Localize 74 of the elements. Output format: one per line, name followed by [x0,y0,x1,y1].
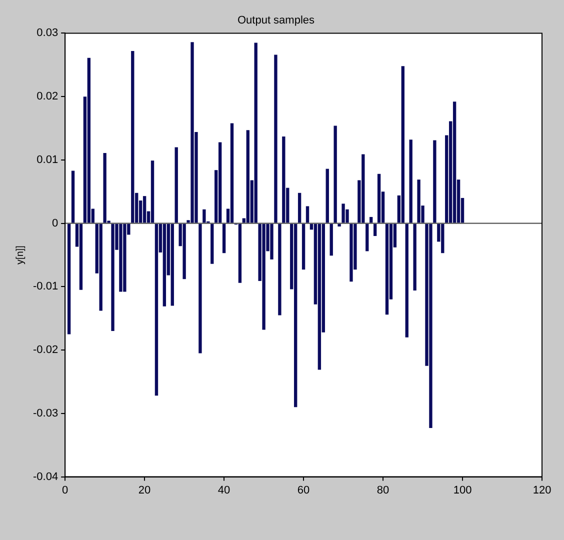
bar [294,224,298,408]
bar [222,224,226,254]
bar [274,54,278,223]
bar [429,224,432,428]
bar [342,204,345,223]
bar [103,152,106,223]
bar [162,224,166,306]
bar [67,224,71,334]
y-tick-label: -0.02 [32,344,58,356]
bar [119,224,122,292]
bar [350,224,353,282]
bar [182,224,186,280]
bar [131,50,134,223]
x-tick-label: 20 [138,484,151,496]
x-tick-label: 40 [218,484,230,496]
bar [452,102,456,223]
bar [373,224,377,236]
bar [87,58,91,223]
bar [385,224,389,315]
bar [377,174,381,223]
bar [71,170,75,223]
bar [417,180,420,223]
bar [326,168,329,223]
bar [366,224,369,252]
y-tick-label: 0 [52,217,58,230]
bar [405,224,408,338]
bar [278,224,282,316]
bar [318,224,322,370]
bar [282,136,286,223]
x-tick-label: 0 [62,484,68,496]
y-tick-label: -0.03 [32,407,58,420]
bar [79,224,83,290]
y-axis-title: y[n]] [14,245,26,264]
bar [338,224,341,226]
bar [270,224,274,260]
bar [174,147,178,223]
bar [254,42,258,223]
x-tick-label: 80 [376,484,390,496]
bar [441,224,444,254]
bar [362,154,365,223]
bar [142,196,146,223]
x-tick-label: 60 [297,484,310,496]
y-tick-label: -0.04 [32,470,58,483]
bar [306,206,310,223]
chart-title: Output samples [237,14,316,27]
y-tick-label: 0.01 [36,154,58,166]
bar [198,224,202,354]
bar [409,140,412,223]
bar [302,224,306,270]
bar [262,224,266,330]
bar [190,42,194,223]
bar [99,224,102,311]
bar [330,224,333,256]
bar [218,142,222,223]
bar [210,224,214,264]
bar [401,66,404,223]
bar [154,224,158,396]
x-tick-label: 120 [532,484,552,496]
bar [202,209,206,223]
bar [413,224,416,290]
bar [238,224,242,283]
bar [298,192,302,223]
bar [433,140,436,223]
bar [334,126,337,223]
bar [170,224,174,306]
bar [111,224,114,332]
bar [246,130,250,223]
bar [230,123,234,223]
y-tick-label: 0.03 [36,27,58,40]
x-tick-label: 100 [453,484,472,496]
bar [150,160,154,223]
y-tick-label: -0.01 [32,280,58,293]
bar [123,224,126,292]
y-tick-label: 0.02 [36,90,58,103]
